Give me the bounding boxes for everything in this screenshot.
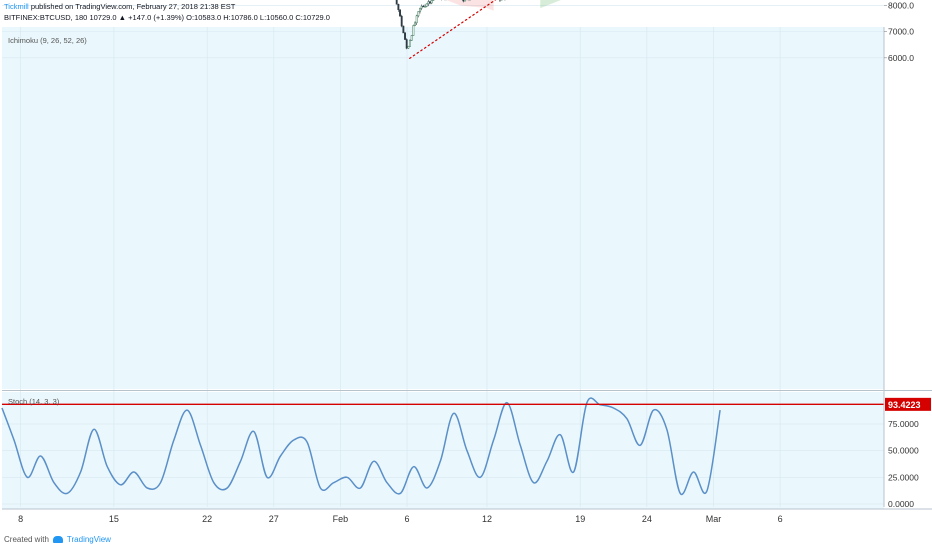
candle-body [400, 15, 403, 27]
candle-body [427, 1, 430, 5]
grid [2, 5, 884, 507]
candle-body [402, 25, 405, 34]
time-tick-label: 15 [109, 514, 119, 524]
candle-body [410, 35, 413, 41]
ichimoku-cloud [446, 0, 561, 11]
tradingview-link[interactable]: TradingView [66, 535, 111, 544]
candle-body [425, 3, 428, 7]
price-tick-label: 6000.0 [888, 53, 914, 63]
stochastic-pane [1, 397, 884, 496]
footer: Created with TradingView [4, 535, 111, 544]
time-tick-label: 27 [269, 514, 279, 524]
candle-body [464, 0, 466, 2]
candle-body [419, 7, 421, 12]
stoch-label: Stoch (14, 3, 3) [8, 397, 60, 406]
stoch-line [1, 397, 721, 496]
symbol-info: BITFINEX:BTCUSD, 180 [4, 13, 88, 22]
candle-body [405, 39, 408, 49]
axes: 17000.016000.015000.014000.013000.012000… [2, 0, 932, 524]
ichimoku-label: Ichimoku (9, 26, 52, 26) [8, 36, 87, 45]
stoch-tick-label: 25.0000 [888, 472, 919, 482]
time-tick-label: 12 [482, 514, 492, 524]
annotations: 2nd Resistance1st ResistanceMajor Suppor… [409, 0, 497, 59]
symbol-line: BITFINEX:BTCUSD, 180 10729.0 ▲ +147.0 (+… [4, 13, 330, 22]
stoch-tick-label: 75.0000 [888, 419, 919, 429]
time-tick-label: 8 [18, 514, 23, 524]
candle-body [415, 15, 418, 24]
candle-body [395, 0, 398, 5]
candle-body [429, 1, 431, 4]
candle-body [422, 5, 425, 8]
candle-body [414, 22, 416, 26]
candle-body [399, 9, 401, 17]
trendline [409, 0, 497, 59]
candle-body [397, 4, 400, 10]
price-tick-label: 8000.0 [888, 0, 914, 10]
candle-body [404, 32, 406, 40]
stoch-level-value-label: 93.4223 [888, 400, 921, 410]
candle-body [407, 46, 410, 49]
time-tick-label: 6 [778, 514, 783, 524]
stoch-tick-label: 0.0000 [888, 499, 914, 509]
candle-body [430, 0, 433, 4]
time-tick-label: 22 [202, 514, 212, 524]
publish-line: Tickmill published on TradingView.com, F… [4, 2, 235, 11]
candle-body [412, 25, 415, 36]
time-tick-label: 6 [405, 514, 410, 524]
time-tick-label: 24 [642, 514, 652, 524]
candle-body [462, 0, 465, 2]
price-tick-label: 7000.0 [888, 27, 914, 37]
candle-body [417, 11, 420, 17]
ohlc-info: 10729.0 ▲ +147.0 (+1.39%) O:10583.0 H:10… [89, 13, 330, 22]
stoch-level-value-badge [885, 397, 931, 411]
time-tick-label: Mar [706, 514, 722, 524]
stoch-tick-label: 50.0000 [888, 446, 919, 456]
candlesticks [395, 0, 506, 50]
time-tick-label: Feb [333, 514, 349, 524]
publish-info: published on TradingView.com, February 2… [30, 2, 236, 11]
cloud-bearish [446, 0, 494, 11]
candle-body [420, 5, 423, 9]
time-tick-label: 19 [575, 514, 585, 524]
candle-body [424, 6, 426, 8]
cloud-bullish [540, 0, 561, 9]
tradingview-logo-icon [52, 536, 63, 543]
created-with-label: Created with [4, 535, 49, 544]
brand-link[interactable]: Tickmill [4, 2, 29, 11]
candle-body [409, 40, 411, 47]
price-pane [2, 27, 884, 389]
